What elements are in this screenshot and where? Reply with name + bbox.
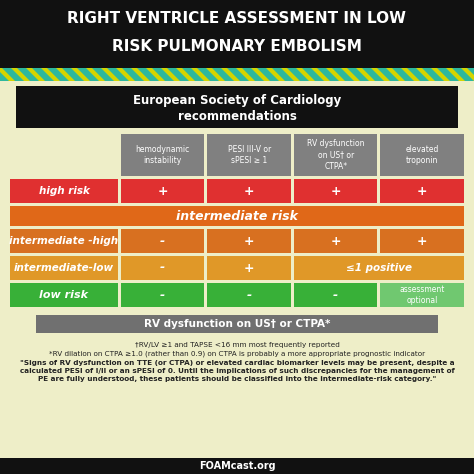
Bar bbox=[381, 283, 464, 307]
Bar bbox=[121, 134, 204, 176]
Polygon shape bbox=[152, 68, 174, 81]
Text: +: + bbox=[244, 184, 255, 198]
Bar bbox=[16, 86, 458, 128]
Polygon shape bbox=[47, 68, 69, 81]
Bar bbox=[10, 229, 118, 253]
Text: -: - bbox=[333, 289, 338, 301]
Text: *RV dilation on CTPA ≥1.0 (rather than 0.9) on CTPA is probably a more appropria: *RV dilation on CTPA ≥1.0 (rather than 0… bbox=[49, 351, 425, 357]
Bar bbox=[36, 315, 438, 333]
Text: +: + bbox=[417, 184, 428, 198]
Bar bbox=[294, 134, 377, 176]
Bar bbox=[121, 283, 204, 307]
Polygon shape bbox=[302, 68, 324, 81]
Text: +: + bbox=[330, 184, 341, 198]
Polygon shape bbox=[362, 68, 384, 81]
Bar bbox=[121, 229, 204, 253]
Polygon shape bbox=[92, 68, 114, 81]
Polygon shape bbox=[122, 68, 144, 81]
Text: recommendations: recommendations bbox=[178, 109, 296, 122]
Text: intermediate -high: intermediate -high bbox=[9, 236, 119, 246]
Polygon shape bbox=[347, 68, 369, 81]
Bar bbox=[10, 179, 118, 203]
Bar bbox=[10, 283, 118, 307]
Bar bbox=[381, 134, 464, 176]
Polygon shape bbox=[2, 68, 24, 81]
Text: -: - bbox=[160, 262, 165, 274]
Polygon shape bbox=[392, 68, 414, 81]
Polygon shape bbox=[0, 68, 9, 81]
Text: FOAMcast.org: FOAMcast.org bbox=[199, 461, 275, 471]
Polygon shape bbox=[272, 68, 294, 81]
Polygon shape bbox=[377, 68, 399, 81]
Bar bbox=[381, 229, 464, 253]
Polygon shape bbox=[167, 68, 189, 81]
Bar bbox=[208, 179, 291, 203]
Text: intermediate risk: intermediate risk bbox=[176, 210, 298, 222]
Polygon shape bbox=[407, 68, 429, 81]
Bar bbox=[294, 283, 377, 307]
Text: -: - bbox=[246, 289, 252, 301]
Bar bbox=[10, 256, 118, 280]
Bar bbox=[208, 256, 291, 280]
Polygon shape bbox=[107, 68, 129, 81]
Polygon shape bbox=[332, 68, 354, 81]
Text: RV dysfunction on US† or CTPA*: RV dysfunction on US† or CTPA* bbox=[144, 319, 330, 329]
Polygon shape bbox=[437, 68, 459, 81]
Text: RV dysfunction
on US† or
CTPA*: RV dysfunction on US† or CTPA* bbox=[307, 139, 365, 171]
Polygon shape bbox=[62, 68, 84, 81]
Polygon shape bbox=[77, 68, 99, 81]
Polygon shape bbox=[197, 68, 219, 81]
Text: +: + bbox=[157, 184, 168, 198]
Text: European Society of Cardiology: European Society of Cardiology bbox=[133, 93, 341, 107]
Polygon shape bbox=[287, 68, 309, 81]
Text: +: + bbox=[244, 235, 255, 247]
Text: intermediate-low: intermediate-low bbox=[14, 263, 114, 273]
Text: +: + bbox=[244, 262, 255, 274]
Polygon shape bbox=[422, 68, 444, 81]
Bar bbox=[121, 256, 204, 280]
Text: high risk: high risk bbox=[38, 186, 90, 196]
Text: calculated PESI of I/II or an sPESI of 0. Until the implications of such discrep: calculated PESI of I/II or an sPESI of 0… bbox=[19, 368, 455, 374]
Text: -: - bbox=[160, 289, 165, 301]
Text: †RV/LV ≥1 and TAPSE <16 mm most frequently reported: †RV/LV ≥1 and TAPSE <16 mm most frequent… bbox=[135, 342, 339, 348]
Text: assessment
optional: assessment optional bbox=[400, 285, 445, 305]
Polygon shape bbox=[137, 68, 159, 81]
Text: +: + bbox=[417, 235, 428, 247]
Text: low risk: low risk bbox=[39, 290, 89, 300]
Bar bbox=[294, 179, 377, 203]
Polygon shape bbox=[182, 68, 204, 81]
Polygon shape bbox=[227, 68, 249, 81]
Text: -: - bbox=[160, 235, 165, 247]
Bar bbox=[294, 229, 377, 253]
Bar bbox=[381, 179, 464, 203]
Polygon shape bbox=[242, 68, 264, 81]
Polygon shape bbox=[257, 68, 279, 81]
Bar bbox=[0, 0, 474, 68]
Bar bbox=[208, 134, 291, 176]
Text: +: + bbox=[330, 235, 341, 247]
Text: PE are fully understood, these patients should be classified into the intermedia: PE are fully understood, these patients … bbox=[38, 376, 436, 382]
Text: "Signs of RV dysfunction on TTE (or CTPA) or elevated cardiac biomarker levels m: "Signs of RV dysfunction on TTE (or CTPA… bbox=[20, 360, 454, 366]
Polygon shape bbox=[212, 68, 234, 81]
Text: hemodynamic
instability: hemodynamic instability bbox=[136, 145, 190, 165]
Polygon shape bbox=[17, 68, 39, 81]
Polygon shape bbox=[452, 68, 474, 81]
Polygon shape bbox=[32, 68, 54, 81]
Text: elevated
troponin: elevated troponin bbox=[406, 145, 439, 165]
Bar bbox=[0, 81, 474, 458]
Bar bbox=[208, 229, 291, 253]
Bar bbox=[208, 283, 291, 307]
Text: PESI III-V or
sPESI ≥ 1: PESI III-V or sPESI ≥ 1 bbox=[228, 145, 271, 165]
Polygon shape bbox=[317, 68, 339, 81]
Bar bbox=[0, 458, 474, 474]
Text: RISK PULMONARY EMBOLISM: RISK PULMONARY EMBOLISM bbox=[112, 38, 362, 54]
Bar bbox=[121, 179, 204, 203]
Polygon shape bbox=[467, 68, 474, 81]
Bar bbox=[10, 206, 464, 226]
Text: RIGHT VENTRICLE ASSESSMENT IN LOW: RIGHT VENTRICLE ASSESSMENT IN LOW bbox=[67, 10, 407, 26]
Text: ≤1 positive: ≤1 positive bbox=[346, 263, 412, 273]
Bar bbox=[294, 256, 464, 280]
Bar bbox=[0, 68, 474, 81]
